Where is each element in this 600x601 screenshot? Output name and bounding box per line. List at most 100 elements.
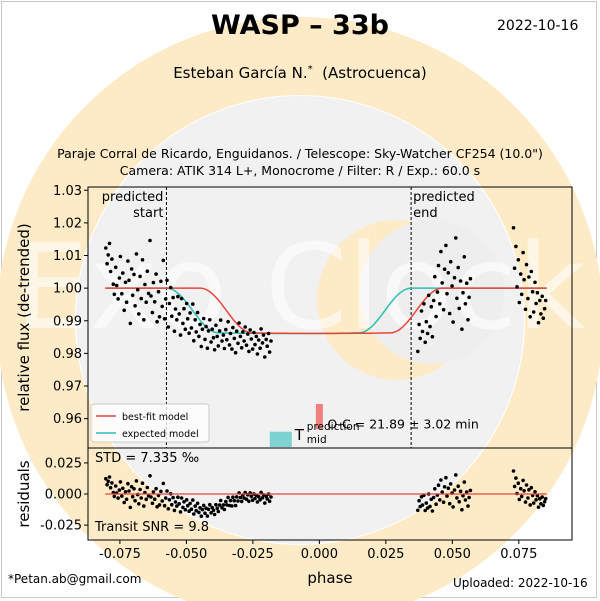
data-point — [192, 338, 196, 343]
y-axis-label: relative flux (de-trended) — [15, 223, 33, 412]
data-point — [259, 327, 263, 331]
data-point — [189, 326, 194, 330]
author-affiliation: (Astrocuenca) — [322, 64, 427, 82]
residual-point — [260, 496, 265, 500]
residual-point — [434, 502, 438, 507]
residual-point — [511, 469, 516, 473]
data-point — [468, 276, 473, 281]
residual-point — [173, 500, 178, 504]
data-point — [426, 293, 431, 298]
residual-point — [139, 496, 143, 500]
data-point — [236, 341, 240, 346]
residual-point — [172, 508, 177, 513]
residual-point — [536, 505, 541, 510]
residual-point — [185, 503, 190, 508]
data-point — [215, 334, 219, 339]
residual-point — [206, 507, 211, 512]
data-point — [168, 285, 173, 290]
residual-point — [239, 499, 244, 504]
data-point — [541, 316, 546, 321]
data-point — [148, 238, 152, 243]
data-point — [150, 310, 155, 315]
residual-point — [541, 503, 546, 508]
data-point — [176, 294, 180, 299]
data-point — [467, 295, 471, 300]
residual-point — [193, 504, 197, 508]
residual-point — [216, 509, 221, 514]
data-point — [512, 266, 517, 271]
data-point — [161, 258, 166, 263]
data-point — [181, 321, 185, 326]
data-point — [206, 329, 211, 333]
residual-point — [122, 500, 126, 505]
residual-point — [128, 505, 133, 510]
data-point — [165, 278, 169, 283]
residual-point — [176, 495, 180, 500]
data-point — [461, 290, 465, 295]
data-point — [255, 352, 260, 356]
data-point — [146, 291, 151, 296]
data-point — [458, 279, 463, 283]
data-point — [126, 259, 130, 263]
data-point — [243, 325, 247, 329]
residual-point — [108, 485, 113, 490]
residual-point — [124, 497, 129, 502]
residual-point — [209, 511, 213, 515]
residual-point — [160, 499, 164, 503]
residual-point — [161, 481, 166, 486]
data-point — [170, 314, 174, 319]
data-point — [430, 334, 435, 339]
data-point — [155, 319, 159, 324]
residual-point — [112, 494, 117, 499]
data-point — [434, 314, 438, 319]
residual-point — [256, 494, 261, 499]
watermark-ring — [0, 17, 600, 601]
residual-point — [126, 481, 130, 486]
residual-point — [428, 504, 432, 509]
data-point — [439, 249, 443, 254]
data-point — [217, 329, 222, 333]
data-point — [417, 322, 421, 327]
residual-point — [253, 496, 257, 501]
data-point — [530, 289, 535, 294]
data-point — [113, 265, 118, 270]
residual-point — [133, 498, 137, 503]
residual-point — [107, 475, 112, 479]
oc-bar — [315, 403, 323, 430]
data-point — [104, 246, 108, 250]
predicted-end-label-1: predicted — [413, 190, 475, 205]
residual-point — [444, 475, 448, 480]
data-point — [441, 307, 446, 312]
residual-point — [534, 498, 538, 502]
data-point — [111, 282, 116, 287]
residual-point — [433, 487, 437, 491]
camera-filter-line: Camera: ATIK 314 L+, Monocrome / Filter:… — [119, 163, 481, 178]
residual-point — [151, 490, 156, 494]
snr-text: Transit SNR = 9.8 — [94, 520, 209, 535]
x-tick-label: -0.025 — [232, 547, 274, 562]
data-point — [199, 344, 204, 349]
location-telescope-line: Paraje Corral de Ricardo, Enguidanos. / … — [57, 146, 543, 161]
data-point — [445, 291, 449, 296]
data-point — [431, 298, 436, 303]
data-point — [239, 346, 244, 350]
chart-legend: best-fit model expected model — [90, 403, 210, 443]
data-point — [144, 300, 148, 305]
residual-point — [170, 502, 174, 507]
residual-point — [212, 512, 217, 517]
data-point — [527, 275, 531, 279]
data-point — [225, 337, 229, 342]
residual-point — [224, 499, 228, 504]
data-point — [518, 272, 523, 276]
data-point — [117, 276, 122, 280]
data-point — [456, 265, 461, 270]
data-point — [521, 250, 525, 255]
residual-point — [448, 482, 453, 486]
data-point — [172, 329, 177, 334]
data-point — [160, 304, 164, 309]
data-point — [208, 318, 212, 322]
author-line: Esteban García N.* (Astrocuenca) — [0, 64, 600, 82]
data-point — [442, 267, 447, 272]
residual-point — [123, 490, 128, 494]
